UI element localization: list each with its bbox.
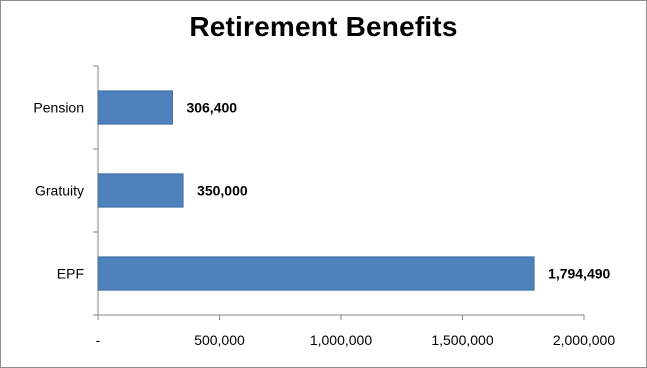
bar-gratuity bbox=[97, 173, 184, 208]
category-label: Gratuity bbox=[35, 183, 84, 199]
x-tick-label: 2,000,000 bbox=[553, 332, 615, 348]
x-tick-label: 1,000,000 bbox=[310, 332, 372, 348]
data-label: 306,400 bbox=[186, 100, 237, 116]
x-tick-label: - bbox=[96, 332, 101, 348]
bar-pension bbox=[97, 90, 173, 125]
category-label: EPF bbox=[57, 266, 84, 282]
x-tick-label: 500,000 bbox=[194, 332, 245, 348]
bar-epf bbox=[97, 256, 535, 291]
category-label: Pension bbox=[33, 100, 84, 116]
data-label: 350,000 bbox=[197, 183, 248, 199]
chart-title: Retirement Benefits bbox=[189, 11, 458, 42]
data-label: 1,794,490 bbox=[548, 266, 610, 282]
x-tick-label: 1,500,000 bbox=[431, 332, 493, 348]
